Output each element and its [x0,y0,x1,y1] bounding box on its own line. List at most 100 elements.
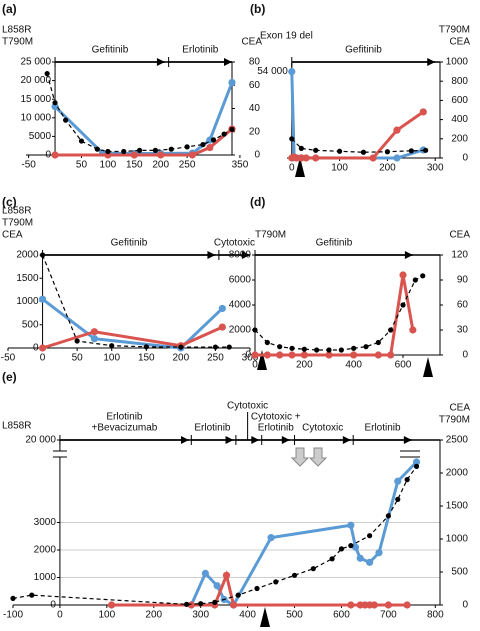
data-point [263,351,271,359]
y-title: L858R [2,206,31,217]
y2-tick-label: 0 [462,153,468,164]
data-point [423,147,429,153]
y-tick-label: 20 000 [25,435,56,446]
data-point [384,601,392,609]
biopsy-marker [423,357,433,377]
data-point [419,108,427,116]
y-tick-label: 2000 [34,545,57,556]
data-point [277,344,283,350]
panel-label: (d) [250,195,265,209]
data-point [90,335,99,343]
y-tick-label: 54 000 [257,66,288,77]
x-tick-label: 0 [252,360,258,371]
data-point [351,543,360,551]
data-point [310,566,316,572]
data-point [229,126,235,133]
treatment-arrow [281,436,290,444]
data-point [51,103,59,111]
data-point [385,513,391,519]
y2-title: T790M [439,25,470,36]
data-point [289,136,295,142]
data-point [363,344,369,350]
axis-break [53,451,66,457]
x-tick-label: 200 [173,353,190,364]
y2-tick-label: 200 [451,133,468,144]
data-point [393,154,401,162]
data-point [409,326,417,334]
data-point [399,271,407,279]
data-point [267,534,275,542]
data-point [288,68,296,76]
data-point [109,343,115,349]
y2-tick-label: 400 [451,114,468,125]
treatment-label: Erlotinib [258,423,295,434]
data-point [188,151,196,159]
data-point [130,151,138,159]
treatment-label: +Bevacizumab [92,423,158,434]
data-point [384,149,391,155]
x-tick-label: 0 [57,610,63,621]
x-tick-label: 150 [138,353,155,364]
panel-label: (a) [2,2,17,16]
x-tick-label: 500 [286,610,303,621]
biopsy-marker [295,157,305,177]
data-point [393,126,401,134]
y-title: L858R [2,421,31,432]
x-tick-label: 100 [100,160,117,171]
y-tick-label: 10 000 [20,112,51,123]
data-point [168,146,174,152]
data-point [413,463,420,469]
gray-arrow [290,447,310,467]
data-point [351,345,357,351]
data-point [157,151,165,159]
data-point [74,338,80,344]
data-point [420,273,426,279]
y2-tick-label: 60 [457,300,469,311]
y-tick-label: 3000 [34,517,57,528]
data-point [347,601,355,609]
y2-tick-label: 30 [457,325,469,336]
data-point [360,149,367,155]
y-tick-label: 5000 [29,131,52,142]
data-point [288,351,296,359]
treatment-label: Cytotoxic [227,401,268,412]
data-point [369,154,377,162]
treatment-label: Gefitinib [111,238,148,249]
x-tick-label: 50 [76,160,88,171]
y2-tick-label: 1500 [446,501,469,512]
y2-title: CEA [449,230,470,241]
x-tick-label: 150 [126,160,143,171]
data-point [212,344,219,350]
data-point [187,601,195,609]
y-tick-label: 4000 [229,300,252,311]
data-point [375,339,381,346]
treatment-arrow [207,251,216,259]
data-point [395,496,401,502]
x-tick-label: 250 [207,353,224,364]
biopsy-marker [260,607,270,627]
data-point [254,585,260,592]
data-point [152,147,159,153]
y-title: Exon 19 del [260,31,313,42]
data-point [38,295,47,303]
y-title: T790M [255,230,286,241]
data-point [412,277,418,283]
data-point [39,252,46,258]
data-point [325,351,333,359]
data-point [289,345,295,351]
series-line [42,325,223,350]
treatment-label: Gefitinib [345,45,382,56]
y2-title: CEA [449,37,470,48]
data-point [388,327,394,333]
treatment-arrow [180,436,189,444]
data-point [300,351,308,359]
data-point [44,71,50,77]
data-point [222,571,231,579]
series-line [46,73,233,153]
data-point [10,595,16,602]
y-tick-label: 1000 [16,296,39,307]
data-point [51,151,59,159]
y-tick-label: 1500 [16,273,39,284]
x-tick-label: -100 [3,610,23,621]
y2-title: T790M [439,415,470,426]
